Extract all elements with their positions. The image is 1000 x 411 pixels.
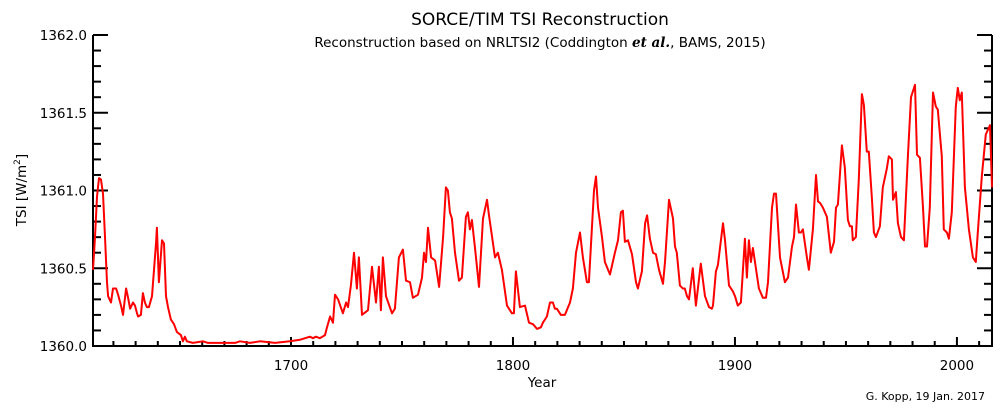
y-tick-label: 1361.0 — [40, 184, 87, 200]
y-tick-label: 1360.5 — [40, 261, 87, 277]
y-tick-label: 1360.0 — [40, 339, 87, 355]
tick-labels: 1700 1800 1900 2000 1360.0 1360.5 1361.0 1361.5… — [40, 28, 974, 374]
x-tick-label: 2000 — [940, 358, 974, 374]
y-tick-label: 1361.5 — [40, 106, 87, 122]
x-axis-label: Year — [527, 375, 557, 391]
ticks — [93, 34, 992, 347]
x-tick-label: 1800 — [496, 358, 530, 374]
chart-subtitle: Reconstruction based on NRLTSI2 (Codding… — [314, 35, 765, 51]
x-tick-label: 1700 — [274, 358, 308, 374]
y-tick-label: 1362.0 — [40, 28, 87, 44]
x-tick-label: 1900 — [718, 358, 752, 374]
chart-title: SORCE/TIM TSI Reconstruction — [411, 10, 669, 30]
y-axis-label: TSI [W/m2] — [13, 154, 30, 227]
tsi-series-line — [92, 83, 993, 344]
credit-text: G. Kopp, 19 Jan. 2017 — [866, 390, 985, 403]
